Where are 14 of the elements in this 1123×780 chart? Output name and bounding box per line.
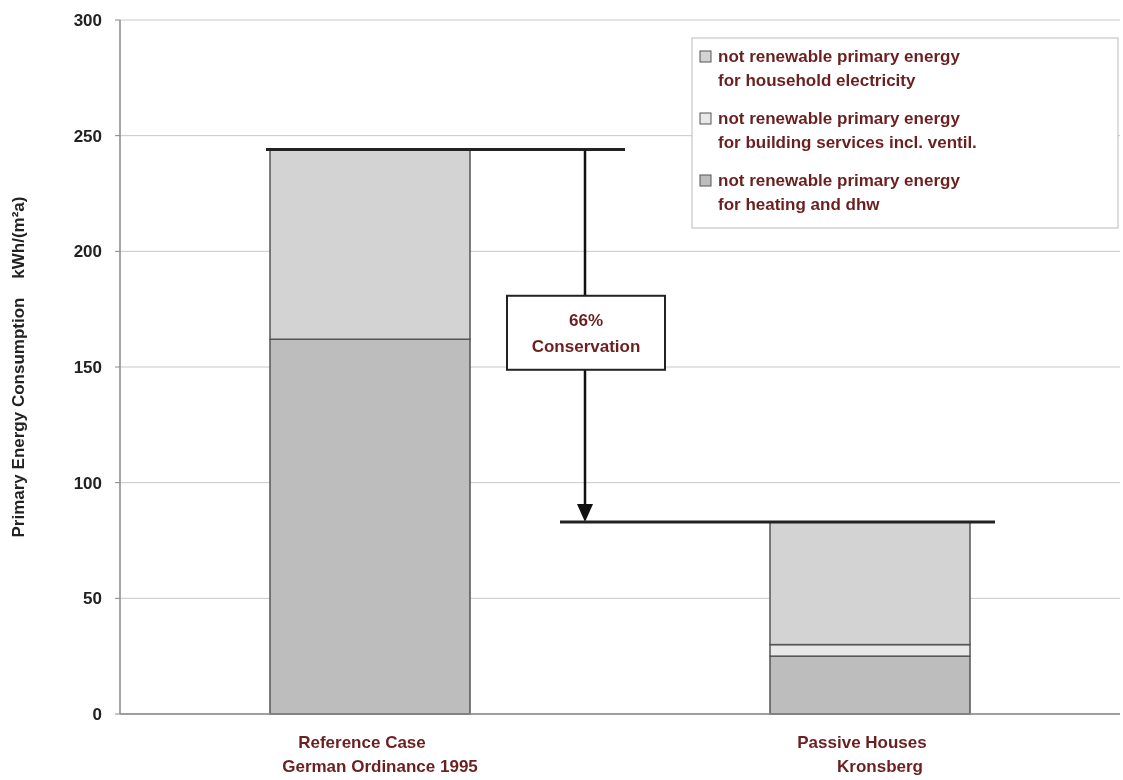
y-axis-title: Primary Energy Consumption kWh/(m²a) bbox=[9, 196, 28, 538]
legend-label: not renewable primary energy for household electricity bbox=[718, 47, 961, 90]
y-tick-label: 300 bbox=[73, 10, 102, 30]
y-tick-label: 50 bbox=[83, 589, 102, 609]
y-tick-label: 150 bbox=[73, 357, 102, 377]
x-tick-label: Reference Case German Ordinance 1995 bbox=[282, 733, 478, 776]
legend-label: not renewable primary energy for building services incl. ventil. bbox=[718, 109, 977, 152]
legend-label: not renewable primary energy for heating and dhw bbox=[718, 171, 961, 214]
y-tick-label: 0 bbox=[92, 704, 102, 724]
y-tick-label: 200 bbox=[73, 242, 102, 262]
x-tick-label: Passive Houses Kronsberg bbox=[797, 733, 927, 776]
y-tick-label: 250 bbox=[73, 126, 102, 146]
y-tick-label: 100 bbox=[73, 473, 102, 493]
annotation: 66% Conservation bbox=[531, 310, 641, 356]
